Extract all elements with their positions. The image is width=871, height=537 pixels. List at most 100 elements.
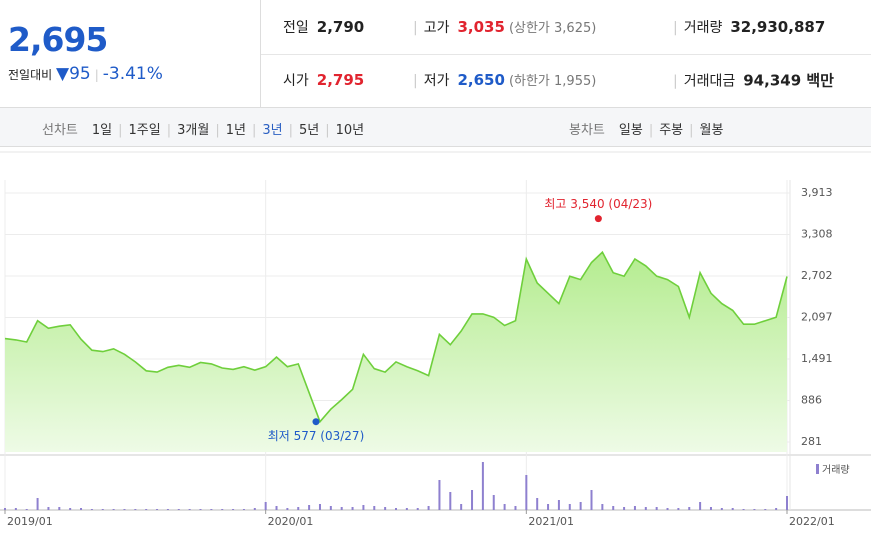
volume-bar bbox=[460, 504, 463, 510]
line bbox=[4, 250, 788, 424]
volume-bar bbox=[80, 508, 83, 510]
stat-value: 3,035 bbox=[457, 18, 505, 36]
volume-bar bbox=[655, 507, 658, 510]
volume-bar bbox=[753, 509, 756, 510]
volume-bar bbox=[90, 509, 93, 510]
annotation-marker bbox=[312, 418, 320, 426]
volume-bar bbox=[275, 506, 278, 510]
tab[interactable]: 월봉 bbox=[699, 123, 724, 138]
volume-bar bbox=[4, 508, 6, 510]
volume-bar bbox=[416, 508, 419, 510]
volume-bar bbox=[742, 509, 745, 510]
volume-bar bbox=[438, 480, 441, 510]
separator: | bbox=[288, 123, 293, 138]
volume-bar bbox=[525, 475, 528, 510]
tab[interactable]: 일봉 bbox=[618, 123, 643, 138]
stat-value: 94,349 백만 bbox=[743, 71, 834, 90]
y-tick-label: 2,097 bbox=[801, 311, 833, 324]
separator: | bbox=[673, 73, 678, 90]
separator: | bbox=[118, 123, 123, 138]
change-label: 전일대비 bbox=[8, 68, 53, 82]
tab[interactable]: 1년 bbox=[225, 123, 246, 138]
separator: | bbox=[689, 123, 694, 138]
quote-header: 2,695 전일대비 ▼95 | -3.41% 전일 2,790 | 고가 3,035 (상한… bbox=[0, 0, 871, 108]
stat-label: 거래대금 bbox=[683, 73, 736, 90]
y-tick-label: 3,913 bbox=[801, 186, 833, 199]
x-tick-label: 2021/01 bbox=[528, 515, 574, 528]
y-tick-label: 1,491 bbox=[801, 352, 833, 365]
volume-bar bbox=[775, 508, 778, 510]
volume-bar bbox=[590, 490, 593, 510]
x-tick-label: 2019/01 bbox=[7, 515, 53, 528]
tab[interactable]: 3개월 bbox=[177, 123, 210, 138]
volume-bar bbox=[351, 507, 354, 510]
volume-bar bbox=[25, 509, 28, 510]
change-icon: ▼ bbox=[56, 64, 70, 84]
volume-bar bbox=[177, 509, 180, 510]
volume-bar bbox=[373, 506, 376, 510]
separator: | bbox=[673, 20, 678, 36]
separator: | bbox=[94, 68, 99, 82]
tab[interactable]: 1일 bbox=[91, 123, 113, 138]
volume-bar bbox=[405, 508, 408, 510]
volume-bar bbox=[557, 500, 560, 510]
tab[interactable]: 1주일 bbox=[128, 123, 161, 138]
tab[interactable]: 5년 bbox=[298, 123, 320, 138]
volume-bar bbox=[362, 505, 365, 510]
volume-bar bbox=[384, 507, 387, 510]
stat-value: 32,930,887 bbox=[730, 18, 826, 36]
volume-bar bbox=[731, 508, 734, 510]
separator: | bbox=[166, 123, 172, 138]
volume-bar bbox=[166, 509, 169, 510]
change: 전일대비 ▼95 | -3.41% bbox=[8, 64, 163, 84]
volume-bar bbox=[503, 504, 506, 510]
volume-bar bbox=[264, 502, 267, 510]
volume-bar bbox=[134, 509, 137, 510]
annotation: 최저 577 (03/27) bbox=[268, 429, 365, 443]
stat: 시가 2,795 bbox=[283, 70, 364, 90]
tab[interactable]: 3년 bbox=[262, 123, 283, 138]
stat-value: 2,650 bbox=[457, 71, 505, 89]
tab[interactable]: 10년 bbox=[335, 123, 365, 138]
y-tick-label: 281 bbox=[801, 435, 822, 448]
volume-bar bbox=[601, 504, 604, 510]
tab-bar: 선차트 1일 | 1주일 | 3개월 | 1년 | 3년 | 5년 | 10년 봉차트 일봉 | 주봉 | 월봉 bbox=[0, 108, 871, 147]
legend-swatch bbox=[816, 464, 819, 474]
volume-bar bbox=[329, 506, 332, 510]
volume-bar bbox=[199, 509, 202, 510]
separator: | bbox=[648, 123, 654, 138]
volume-bar bbox=[69, 508, 72, 510]
volume-bar bbox=[720, 508, 723, 510]
annotation: 최고 3,540 (04/23) bbox=[544, 197, 652, 211]
volume-bar bbox=[471, 490, 474, 510]
stat: | 저가 2,650 (하한가 1,955) bbox=[413, 70, 596, 90]
separator: | bbox=[251, 123, 257, 138]
separator: | bbox=[215, 123, 220, 138]
stat-label: 거래량 bbox=[683, 20, 723, 36]
stat-note: (상한가 3,625) bbox=[508, 21, 597, 36]
stat-label: 시가 bbox=[283, 73, 309, 89]
volume-bar bbox=[633, 506, 636, 510]
stat-value: 2,790 bbox=[316, 18, 365, 36]
stat-label: 고가 bbox=[423, 20, 450, 36]
tab-group: 선차트 1일 | 1주일 | 3개월 | 1년 | 3년 | 5년 | 10년 bbox=[42, 119, 364, 138]
separator: | bbox=[413, 20, 418, 36]
volume-bar bbox=[112, 509, 115, 510]
volume-bar bbox=[318, 504, 321, 510]
volume-bar bbox=[286, 508, 289, 510]
volume-bar bbox=[145, 509, 148, 510]
stat-label: 저가 bbox=[423, 73, 450, 89]
y-tick-label: 2,702 bbox=[801, 269, 833, 282]
volume-bar bbox=[340, 507, 343, 510]
volume-bar bbox=[221, 509, 224, 510]
y-tick-label: 886 bbox=[801, 394, 822, 407]
volume-bar bbox=[101, 509, 104, 510]
volume-bar bbox=[156, 509, 159, 510]
price: 2,695 bbox=[8, 20, 108, 59]
area bbox=[5, 252, 787, 452]
stat: 전일 2,790 bbox=[283, 17, 364, 37]
volume-bar bbox=[58, 507, 61, 510]
tab[interactable]: 주봉 bbox=[659, 123, 684, 138]
volume-bar bbox=[123, 509, 126, 510]
